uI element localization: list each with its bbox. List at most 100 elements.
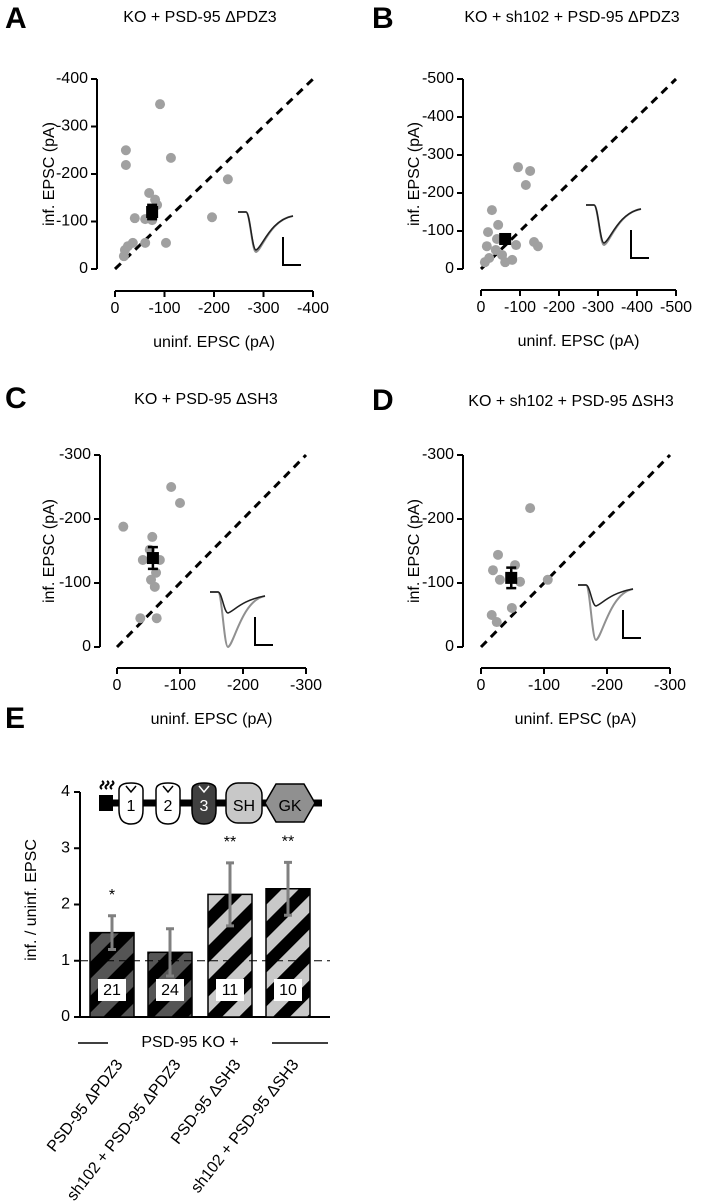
- panel-letter: E: [5, 702, 25, 735]
- scale-bar: [622, 610, 641, 639]
- domain-label: 2: [164, 798, 173, 815]
- significance: **: [224, 834, 236, 851]
- x-tick-label: -200: [198, 300, 230, 317]
- n-box: [156, 979, 184, 1001]
- y-tick-label: -300: [422, 446, 454, 463]
- x-axis-label: uninf. EPSC (pA): [151, 711, 273, 728]
- y-tick-label: -100: [422, 222, 454, 239]
- data-point: [507, 254, 518, 265]
- y-tick-label: -100: [56, 213, 88, 230]
- mean-point: [146, 552, 159, 565]
- trace-black: [238, 211, 294, 251]
- trace-black: [578, 584, 634, 607]
- x-tick-label: 0: [477, 677, 486, 694]
- identity-line: [479, 77, 678, 271]
- y-tick-label: -100: [422, 574, 454, 591]
- data-point: [160, 237, 171, 248]
- x-axis-label: uninf. EPSC (pA): [518, 333, 640, 350]
- data-point: [120, 159, 131, 170]
- data-point: [487, 565, 498, 576]
- error-bar: [226, 861, 234, 928]
- data-point: [118, 521, 129, 532]
- chart-title: KO + sh102 + PSD-95 ΔPDZ3: [464, 9, 679, 26]
- data-point: [542, 574, 553, 585]
- n-box: [274, 979, 302, 1001]
- n-box: [98, 979, 126, 1001]
- domain-shape: [155, 782, 181, 825]
- x-tick-label: -100: [528, 677, 560, 694]
- data-point: [515, 576, 526, 587]
- data-point: [525, 503, 536, 514]
- trace-black: [210, 591, 266, 614]
- scale-bar: [254, 617, 273, 646]
- trace-black: [586, 204, 642, 244]
- data-point: [151, 613, 162, 624]
- domain-label: GK: [278, 798, 301, 815]
- data-point: [129, 213, 140, 224]
- data-point: [520, 180, 531, 191]
- panel-letter: D: [372, 384, 394, 417]
- n-box: [216, 979, 244, 1001]
- y-axis-label: inf. EPSC (pA): [41, 122, 58, 226]
- x-axis-label: uninf. EPSC (pA): [515, 711, 637, 728]
- data-point: [120, 145, 131, 156]
- y-tick-label: 0: [445, 260, 454, 277]
- y-tick-label: -200: [422, 184, 454, 201]
- x-tick-label: -300: [654, 677, 686, 694]
- data-point: [513, 162, 524, 173]
- data-point: [493, 219, 504, 230]
- data-point: [525, 165, 536, 176]
- domain-shape: [225, 782, 263, 824]
- data-point: [494, 574, 505, 585]
- data-point: [147, 531, 158, 542]
- y-axis-label: inf. EPSC (pA): [406, 122, 423, 226]
- chart-title: KO + PSD-95 ΔSH3: [134, 391, 278, 408]
- data-point: [481, 241, 492, 252]
- palm-box: [99, 795, 113, 811]
- domain-shape: [118, 782, 144, 825]
- data-point: [155, 99, 166, 110]
- data-point: [175, 498, 185, 508]
- y-axis-label: inf. / uninf. EPSC: [23, 839, 40, 961]
- y-tick-label: -400: [56, 70, 88, 87]
- data-point: [483, 227, 494, 238]
- n-label: 10: [279, 982, 297, 999]
- chart-title: KO + sh102 + PSD-95 ΔSH3: [468, 393, 674, 410]
- data-point: [493, 549, 504, 560]
- domain-label: SH: [233, 798, 255, 815]
- n-label: 11: [222, 982, 239, 999]
- group-label: PSD-95 KO +: [141, 1034, 238, 1051]
- n-label: 21: [103, 982, 121, 999]
- domain-notch: [198, 785, 210, 794]
- data-point: [144, 188, 155, 198]
- x-tick-label: -100: [164, 677, 196, 694]
- mean-point: [499, 232, 512, 245]
- x-tick-label: sh102 + PSD-95 ΔSH3: [188, 1057, 303, 1197]
- identity-line: [115, 453, 308, 649]
- data-point: [207, 212, 218, 223]
- error-bar: [108, 914, 116, 951]
- data-point: [506, 602, 517, 613]
- data-point: [486, 610, 497, 620]
- identity-line: [113, 77, 315, 271]
- x-tick-label: 0: [113, 677, 122, 694]
- y-tick-label: -100: [59, 574, 91, 591]
- x-tick-label: 0: [111, 300, 120, 317]
- y-tick-label: -200: [56, 165, 88, 182]
- y-tick-label: -200: [422, 510, 454, 527]
- data-point: [118, 251, 129, 262]
- x-tick-label: -400: [621, 299, 653, 316]
- domain-shape: [191, 782, 217, 825]
- mean-point: [146, 206, 159, 218]
- domain-label: 3: [200, 798, 209, 815]
- data-point: [166, 482, 177, 492]
- domain-shape: [264, 783, 316, 823]
- trace-gray: [210, 591, 266, 649]
- data-point: [486, 205, 497, 216]
- domain-label: 1: [127, 798, 136, 815]
- y-tick-label: -500: [422, 70, 454, 87]
- y-tick-label: -200: [59, 510, 91, 527]
- y-tick-label: 4: [61, 783, 70, 800]
- error-bar: [166, 927, 174, 978]
- identity-line: [479, 453, 672, 649]
